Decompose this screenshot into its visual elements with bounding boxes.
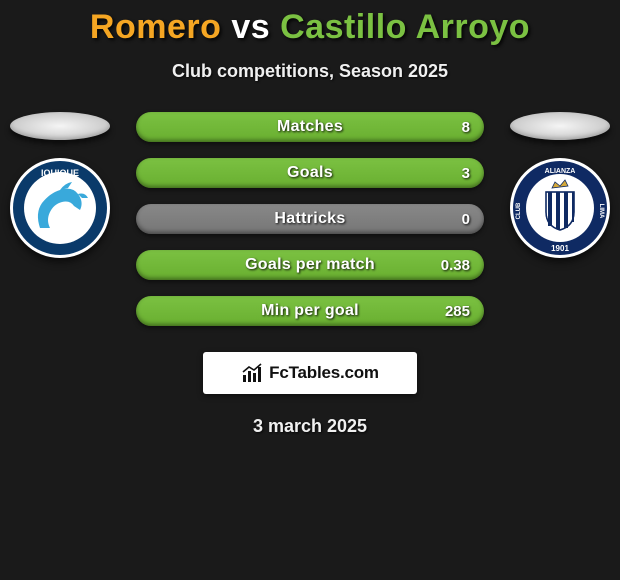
- stat-label: Goals per match: [245, 256, 375, 274]
- stat-right-value: 0: [462, 211, 470, 228]
- stat-right-value: 3: [462, 165, 470, 182]
- svg-text:1901: 1901: [551, 244, 569, 253]
- brand-box: FcTables.com: [203, 352, 417, 394]
- brand-text: FcTables.com: [269, 363, 379, 383]
- player-right-avatar-placeholder: [510, 112, 610, 140]
- title-part-2: vs: [221, 8, 280, 46]
- stat-label: Hattricks: [274, 210, 345, 228]
- title-part-1: Romero: [90, 8, 221, 46]
- stat-bar: Goals per match 0.38: [136, 250, 484, 280]
- stat-bars: Matches 8 Goals 3 Hattricks 0 Goals per …: [136, 112, 484, 326]
- stat-bar: Goals 3: [136, 158, 484, 188]
- player-left-avatar-placeholder: [10, 112, 110, 140]
- content-area: IQUIQUE ALIANZA: [0, 112, 620, 437]
- svg-text:LIMA: LIMA: [598, 204, 604, 219]
- brand-chart-icon: [241, 362, 263, 384]
- stat-bar: Matches 8: [136, 112, 484, 142]
- player-left-crest: IQUIQUE: [10, 158, 110, 258]
- stat-right-value: 8: [462, 119, 470, 136]
- svg-text:IQUIQUE: IQUIQUE: [41, 168, 79, 178]
- player-right-crest: ALIANZA 1901 CLUB LIMA: [510, 158, 610, 258]
- svg-text:ALIANZA: ALIANZA: [545, 168, 576, 175]
- svg-text:CLUB: CLUB: [516, 202, 522, 219]
- player-left-column: IQUIQUE: [10, 112, 110, 258]
- stat-bar: Hattricks 0: [136, 204, 484, 234]
- stat-label: Goals: [287, 164, 333, 182]
- stat-label: Matches: [277, 118, 343, 136]
- stat-label: Min per goal: [261, 302, 359, 320]
- page-title: Romero vs Castillo Arroyo: [0, 0, 620, 47]
- stat-right-value: 285: [445, 303, 470, 320]
- title-part-3: Castillo Arroyo: [280, 8, 530, 46]
- date-label: 3 march 2025: [0, 416, 620, 437]
- stat-right-value: 0.38: [441, 257, 470, 274]
- player-right-column: ALIANZA 1901 CLUB LIMA: [510, 112, 610, 258]
- subtitle: Club competitions, Season 2025: [0, 61, 620, 82]
- stat-bar: Min per goal 285: [136, 296, 484, 326]
